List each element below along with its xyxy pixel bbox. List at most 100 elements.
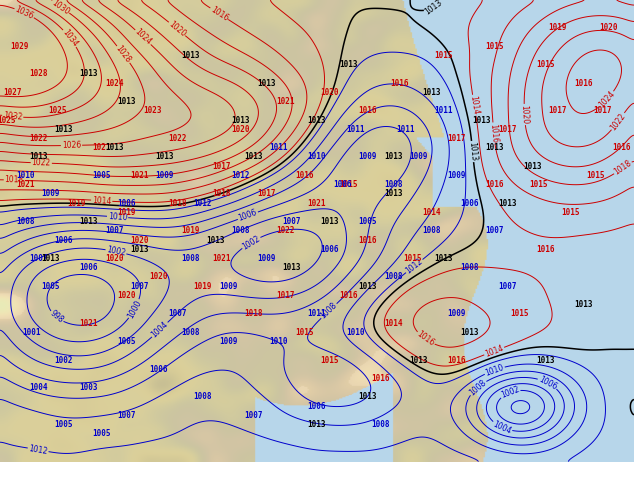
Text: 1006: 1006	[307, 402, 327, 411]
Text: 1021: 1021	[92, 143, 111, 152]
Text: 1017: 1017	[212, 162, 231, 171]
Text: 1016: 1016	[415, 330, 436, 348]
Text: 1013: 1013	[422, 88, 441, 97]
Text: 1002: 1002	[106, 245, 126, 258]
Text: 1024: 1024	[133, 27, 153, 47]
Text: 1005: 1005	[41, 282, 60, 291]
Text: 1006: 1006	[460, 198, 479, 208]
Text: 1016: 1016	[358, 236, 377, 245]
Text: 1015: 1015	[536, 60, 555, 69]
Text: 1013: 1013	[79, 217, 98, 226]
Text: 1002: 1002	[54, 356, 73, 365]
Text: 1012: 1012	[28, 444, 48, 456]
Text: 1022: 1022	[29, 134, 48, 143]
Text: 1013: 1013	[424, 0, 444, 16]
Text: 1013: 1013	[472, 116, 491, 124]
Text: 1032: 1032	[3, 111, 23, 122]
Text: 1017: 1017	[593, 106, 612, 115]
Text: 1012: 1012	[404, 257, 425, 275]
Text: Surface pressure [hPa] ECMWF: Surface pressure [hPa] ECMWF	[6, 469, 230, 482]
Text: 1013: 1013	[231, 116, 250, 124]
Text: 1013: 1013	[105, 143, 124, 152]
Text: 1019: 1019	[548, 23, 567, 32]
Text: 1013: 1013	[244, 152, 263, 161]
Text: 1016: 1016	[574, 78, 593, 88]
Text: 1009: 1009	[447, 309, 466, 318]
Text: 1013: 1013	[409, 356, 428, 365]
Text: 1018: 1018	[244, 309, 263, 318]
Text: 1009: 1009	[155, 171, 174, 180]
Text: 1007: 1007	[105, 226, 124, 235]
Text: 1013: 1013	[523, 162, 542, 171]
Text: 1009: 1009	[219, 337, 238, 346]
Text: 1012: 1012	[231, 171, 250, 180]
Text: 1008: 1008	[371, 420, 390, 429]
Text: 1020: 1020	[167, 19, 187, 39]
Text: 1013: 1013	[79, 70, 98, 78]
Text: 1015: 1015	[510, 309, 529, 318]
Text: 1020: 1020	[599, 23, 618, 32]
Text: 1013: 1013	[358, 282, 377, 291]
Text: 1013: 1013	[485, 143, 504, 152]
Text: 1014: 1014	[484, 343, 505, 359]
Text: 1005: 1005	[92, 171, 111, 180]
Text: 1013: 1013	[29, 152, 48, 161]
Text: 1013: 1013	[384, 189, 403, 198]
Text: 1005: 1005	[117, 337, 136, 346]
Text: 1014: 1014	[384, 318, 403, 328]
Text: 1017: 1017	[276, 291, 295, 300]
Text: 1021: 1021	[307, 198, 327, 208]
Text: 1011: 1011	[269, 143, 288, 152]
Text: 1013: 1013	[41, 254, 60, 263]
Text: 1007: 1007	[485, 226, 504, 235]
Text: 1013: 1013	[307, 420, 327, 429]
Text: 1006: 1006	[237, 208, 259, 223]
Text: 1016: 1016	[447, 356, 466, 365]
Text: 1021: 1021	[16, 180, 35, 189]
Text: 1013: 1013	[467, 142, 478, 162]
Text: 1012: 1012	[193, 198, 212, 208]
Text: 1020: 1020	[130, 236, 149, 245]
Text: 1016: 1016	[339, 291, 358, 300]
Text: 1017: 1017	[447, 134, 466, 143]
Text: 1010: 1010	[108, 212, 127, 222]
Text: 1009: 1009	[447, 171, 466, 180]
Text: 1026: 1026	[61, 141, 81, 150]
Text: 1013: 1013	[307, 116, 327, 124]
Text: 1019: 1019	[67, 198, 86, 208]
Text: 1018: 1018	[4, 175, 24, 185]
Text: 1022: 1022	[609, 111, 628, 132]
Text: 1028: 1028	[114, 44, 133, 65]
Text: Th 26-09-2024 18:00 UTC (12+102): Th 26-09-2024 18:00 UTC (12+102)	[372, 469, 628, 482]
Text: 1004: 1004	[150, 320, 170, 340]
Text: 1015: 1015	[529, 180, 548, 189]
Text: 1011: 1011	[346, 125, 365, 134]
Text: 1008: 1008	[422, 226, 441, 235]
Text: 1008: 1008	[384, 272, 403, 281]
Text: 1018: 1018	[212, 189, 231, 198]
Text: 1008: 1008	[319, 301, 339, 321]
Text: 1013: 1013	[181, 51, 200, 60]
Text: 1036: 1036	[14, 4, 35, 21]
Text: 1013: 1013	[320, 217, 339, 226]
Text: 1007: 1007	[168, 309, 187, 318]
Text: 1007: 1007	[29, 254, 48, 263]
Text: 1008: 1008	[384, 180, 403, 189]
Text: 1008: 1008	[181, 328, 200, 337]
Text: 1007: 1007	[498, 282, 517, 291]
Text: 1011: 1011	[434, 106, 453, 115]
Text: 1020: 1020	[105, 254, 124, 263]
Text: 1013: 1013	[130, 245, 149, 254]
Text: 1017: 1017	[498, 125, 517, 134]
Text: 1030: 1030	[50, 0, 71, 16]
Text: 1021: 1021	[130, 171, 149, 180]
Text: 1013: 1013	[257, 78, 276, 88]
Text: 1020: 1020	[149, 272, 168, 281]
Text: 1019: 1019	[181, 226, 200, 235]
Text: 1034: 1034	[60, 28, 79, 49]
Text: 1016: 1016	[488, 123, 499, 143]
Text: 1009: 1009	[358, 152, 377, 161]
Text: 1008: 1008	[16, 217, 35, 226]
Text: 1006: 1006	[117, 198, 136, 208]
Text: 1021: 1021	[212, 254, 231, 263]
